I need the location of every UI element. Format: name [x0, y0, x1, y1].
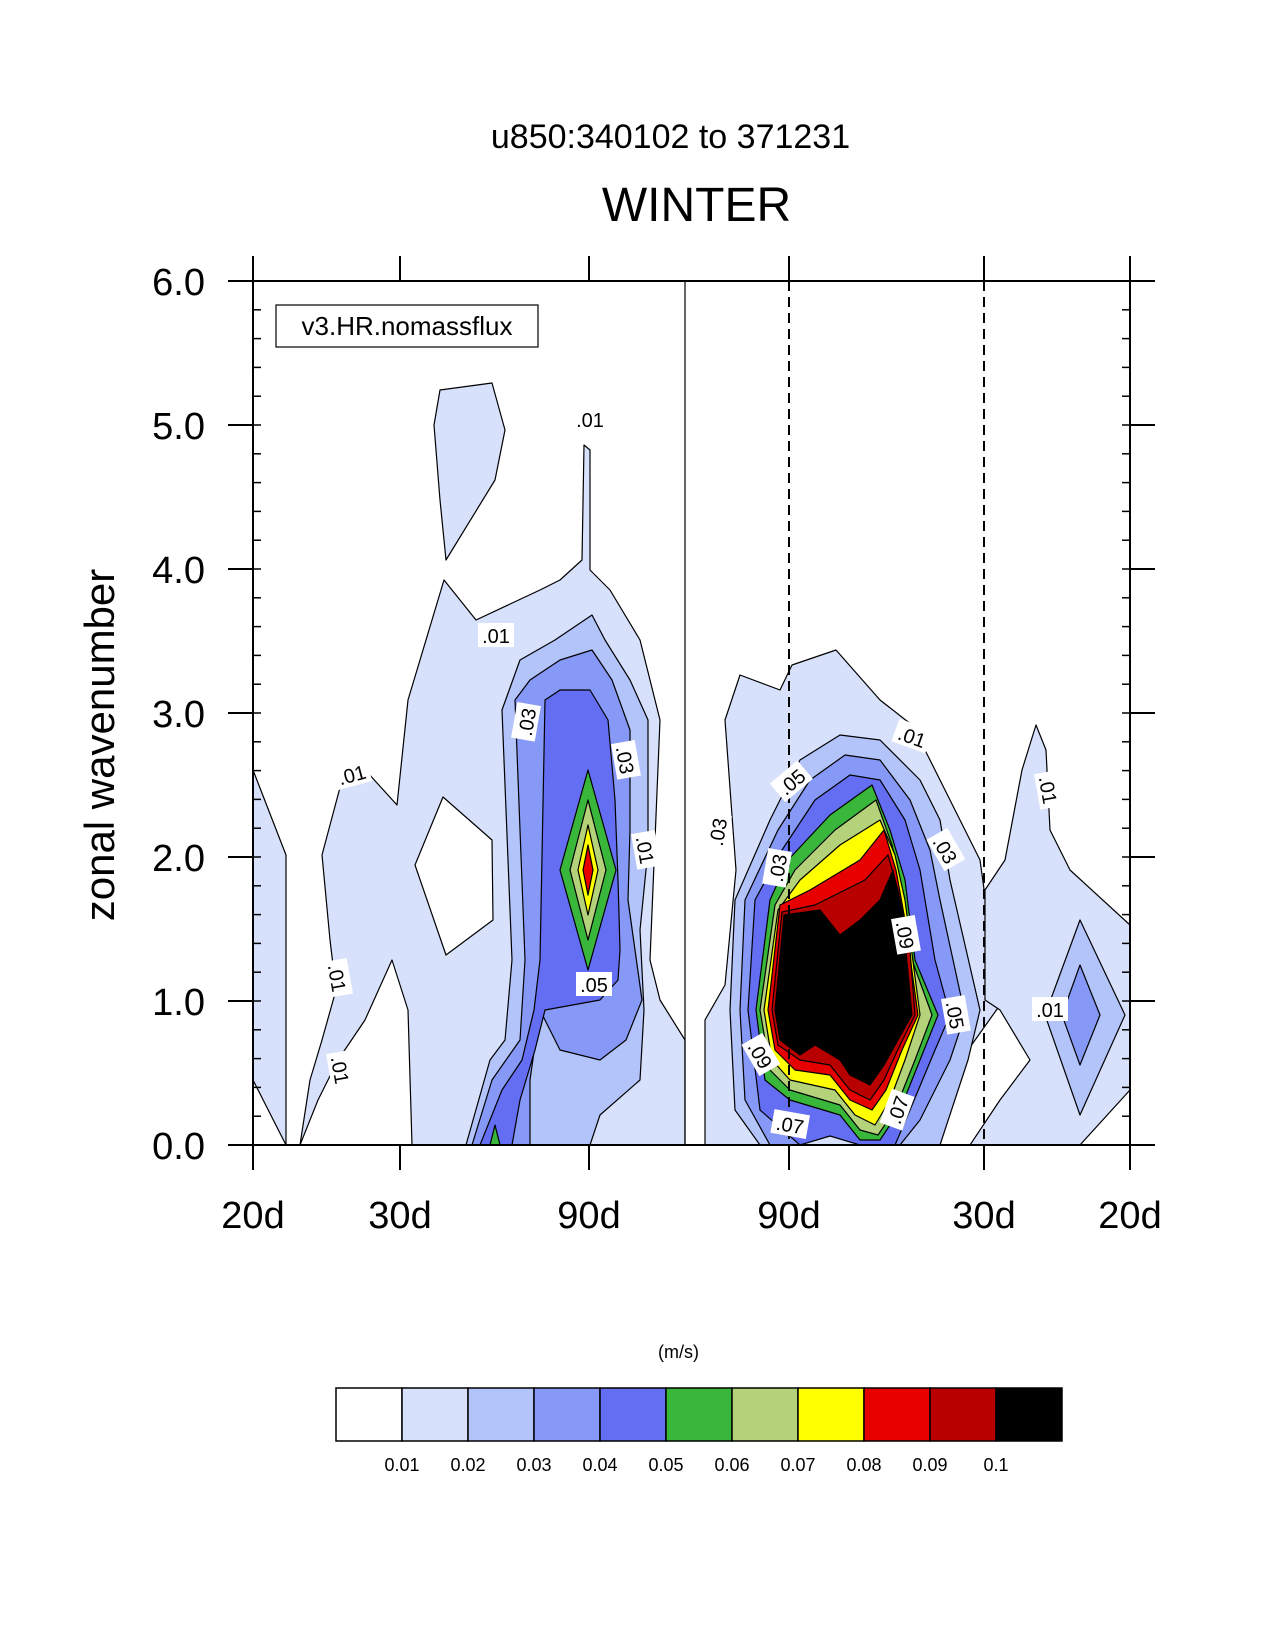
contour-label: .01 [323, 958, 353, 998]
contour-label: .01 [326, 1050, 356, 1090]
y-tick-label: 4.0 [152, 550, 205, 592]
colorbar-swatch [401, 1387, 469, 1442]
x-tick-label: 30d [368, 1195, 431, 1237]
legend-box [275, 304, 539, 348]
contour-label: .01 [891, 718, 934, 754]
colorbar-label: 0.09 [912, 1455, 947, 1475]
colorbar-units: (m/s) [658, 1342, 699, 1362]
colorbar-label: 0.02 [450, 1455, 485, 1475]
colorbar-swatch [335, 1387, 403, 1442]
contour-labels: .01 .01 .01 .01 .03 .03 .05 .01 .01 .03 .05 .03 .09.… [323, 407, 1068, 1139]
y-tick-label: 0.0 [152, 1126, 205, 1168]
contour-label: .05 [576, 972, 612, 997]
contour-label: .03 [611, 740, 641, 780]
chart-subtitle: WINTER [601, 179, 792, 232]
contour-label: .05 [941, 995, 971, 1035]
colorbar-label: 0.08 [846, 1455, 881, 1475]
colorbar: 0.01 0.02 0.03 0.04 0.05 0.06 0.07 0.08 0.09 0.1 [335, 1387, 1063, 1475]
colorbar-label: 0.1 [983, 1455, 1008, 1475]
x-tick-label: 30d [952, 1195, 1015, 1237]
plot-frame [252, 280, 1131, 1146]
svg-text:.07: .07 [774, 1113, 805, 1139]
x-tick-label: 20d [221, 1195, 284, 1237]
y-tick-label: 5.0 [152, 406, 205, 448]
y-tick-label: 2.0 [152, 838, 205, 880]
y-tick-label: 6.0 [152, 262, 205, 304]
colorbar-swatch [731, 1387, 799, 1442]
colorbar-label: 0.05 [648, 1455, 683, 1475]
y-tick-label: 1.0 [152, 982, 205, 1024]
svg-text:.01: .01 [1034, 775, 1060, 806]
y-tick-label: 3.0 [152, 694, 205, 736]
contour-label: .01 [572, 407, 608, 432]
contour-fill-0.03-far-right [1061, 964, 1101, 1066]
contour-fills [252, 382, 1131, 1146]
svg-text:.09: .09 [891, 920, 917, 951]
svg-text:.05: .05 [941, 1000, 967, 1031]
svg-text:.03: .03 [515, 707, 541, 738]
svg-text:.03: .03 [611, 745, 637, 776]
colorbar-label: 0.07 [780, 1455, 815, 1475]
colorbar-swatch [533, 1387, 601, 1442]
contour-label: .09 [891, 915, 921, 955]
contour-label: .03 [702, 812, 732, 852]
contour-fill-0.08-westward [582, 844, 594, 896]
svg-text:.03: .03 [706, 817, 732, 848]
x-tick-label: 90d [557, 1195, 620, 1237]
contour-label: .07 [770, 1109, 810, 1139]
colorbar-swatch [995, 1387, 1063, 1442]
colorbar-swatch [665, 1387, 733, 1442]
contour-fill-0.01-top-island [433, 382, 506, 561]
contour-label: .01 [631, 830, 661, 870]
contour-fill-0.01-westward [252, 769, 287, 1146]
svg-text:.01: .01 [631, 835, 657, 866]
x-tick-label: 20d [1098, 1195, 1161, 1237]
x-tick-label: 90d [757, 1195, 820, 1237]
svg-text:.01: .01 [326, 1055, 352, 1086]
svg-text:.01: .01 [1036, 1000, 1064, 1022]
colorbar-label: 0.01 [384, 1455, 419, 1475]
contour-label: .01 [1032, 997, 1068, 1022]
contour-label: .03 [762, 848, 792, 888]
chart-title: u850:340102 to 371231 [490, 118, 851, 156]
axes: 0.0 1.0 2.0 3.0 4.0 5.0 6.0 20d 30d 90d 90d 30d 20d [152, 256, 1162, 1237]
svg-text:.01: .01 [323, 963, 349, 994]
colorbar-swatch [863, 1387, 931, 1442]
colorbar-label: 0.06 [714, 1455, 749, 1475]
contour-fill-0.1-eastward [774, 869, 913, 1086]
contour-label: .01 [1034, 770, 1064, 810]
svg-text:.01: .01 [576, 410, 604, 432]
contour-label: .03 [926, 827, 966, 872]
svg-text:.01: .01 [482, 626, 510, 648]
colorbar-swatch [929, 1387, 997, 1442]
contour-label: .03 [511, 702, 541, 742]
colorbar-swatch [599, 1387, 667, 1442]
svg-text:.03: .03 [766, 853, 792, 884]
colorbar-label: 0.03 [516, 1455, 551, 1475]
contour-hole-westward [414, 796, 494, 956]
colorbar-swatch [797, 1387, 865, 1442]
legend-box-label: v3.HR.nomassflux [302, 311, 513, 341]
colorbar-label: 0.04 [582, 1455, 617, 1475]
colorbar-swatch [467, 1387, 535, 1442]
contour-label: .01 [478, 623, 514, 648]
svg-text:.05: .05 [580, 975, 608, 997]
